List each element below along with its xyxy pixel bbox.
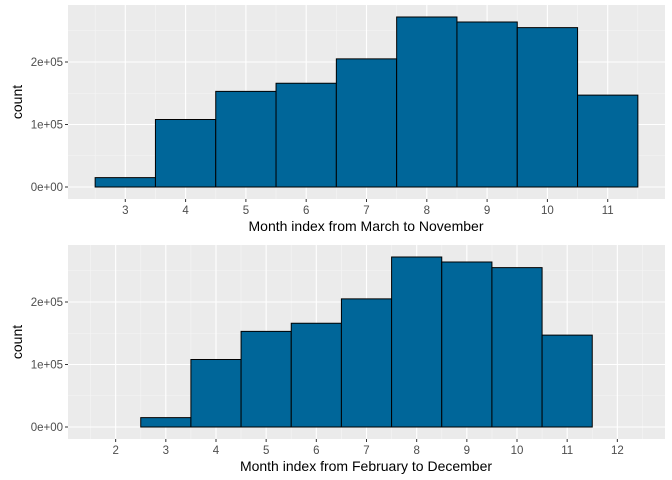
chart-bottom-x-tick-label: 5 — [263, 445, 269, 457]
chart-bottom-bar-6 — [290, 322, 342, 428]
chart-top-x-tick-labels: 3 4 5 6 7 8 9 10 11 — [122, 205, 614, 217]
chart-top-x-tick-label: 8 — [424, 205, 430, 217]
chart-top-bar-9 — [456, 21, 518, 188]
chart-top-y-tick-label: 2e+05 — [31, 57, 63, 69]
chart-bottom-x-tick-label: 11 — [561, 445, 573, 457]
chart-bottom-x-tick-label: 9 — [464, 445, 470, 457]
chart-top-x-tick-label: 6 — [303, 205, 309, 217]
chart-bottom-bar-4 — [190, 359, 242, 428]
chart-top-x-tick-label: 10 — [541, 205, 554, 217]
chart-bottom-bar-9 — [441, 261, 493, 428]
chart-top-x-tick-label: 11 — [602, 205, 614, 217]
chart-top-x-tick-label: 4 — [182, 205, 189, 217]
chart-top-bar-8 — [396, 16, 458, 188]
chart-bottom-y-tick-label: 1e+05 — [31, 360, 63, 372]
chart-top-bar-7 — [335, 58, 398, 188]
chart-bottom-x-tick-label: 7 — [363, 445, 369, 457]
chart-top-bar-4 — [154, 119, 217, 188]
chart-bottom-x-tick-label: 4 — [213, 445, 220, 457]
chart-bottom-y-tick-label: 0e+00 — [31, 422, 63, 434]
chart-bottom-bar-8 — [391, 256, 443, 428]
chart-top-bar-11 — [577, 94, 639, 188]
chart-bottom-y-tick-labels: 0e+00 1e+05 2e+05 — [31, 297, 63, 434]
chart-top-x-tick-label: 7 — [363, 205, 369, 217]
chart-bottom-x-tick-label: 8 — [413, 445, 419, 457]
chart-top-x-tick-label: 9 — [484, 205, 490, 217]
chart-top-x-tick-label: 5 — [243, 205, 249, 217]
chart-top-y-axis-title: count — [9, 85, 25, 119]
chart-bottom-x-tick-labels: 2 3 4 5 6 7 8 9 10 11 12 — [112, 445, 623, 457]
chart-bottom-x-axis-title: Month index from February to December — [240, 458, 492, 474]
chart-top-x-axis-title: Month index from March to November — [249, 218, 484, 234]
chart-bottom-y-axis-title: count — [9, 325, 25, 359]
chart-bottom-axis-ticks — [65, 301, 618, 442]
chart-bottom-x-tick-label: 2 — [112, 445, 118, 457]
chart-bottom-bars — [140, 256, 593, 428]
chart-top-y-tick-label: 1e+05 — [31, 120, 63, 132]
chart-bottom-x-tick-label: 3 — [163, 445, 169, 457]
chart-top-bar-6 — [275, 82, 337, 188]
chart-bottom: 0e+00 1e+05 2e+05 2 3 4 5 6 7 8 9 10 11 12 Month ind… — [9, 245, 665, 474]
chart-bottom-x-tick-label: 10 — [511, 445, 524, 457]
chart-top-bars — [94, 16, 639, 188]
chart-top-x-tick-label: 3 — [122, 205, 128, 217]
chart-bottom-x-tick-label: 12 — [611, 445, 624, 457]
chart-top-bar-10 — [516, 27, 579, 188]
chart-bottom-bar-10 — [491, 267, 543, 428]
chart-bottom-bar-11 — [541, 334, 593, 428]
chart-top-y-tick-label: 0e+00 — [31, 182, 63, 194]
chart-bottom-x-tick-label: 6 — [313, 445, 319, 457]
chart-top-y-tick-labels: 0e+00 1e+05 2e+05 — [31, 57, 63, 194]
chart-bottom-y-tick-label: 2e+05 — [31, 297, 63, 309]
chart-top-bar-3 — [94, 177, 156, 188]
chart-bottom-bar-7 — [340, 298, 393, 428]
chart-bottom-bar-3 — [140, 417, 192, 428]
chart-bottom-bar-5 — [240, 330, 292, 428]
chart-top-axis-ticks — [65, 61, 609, 202]
chart-top-bar-5 — [215, 90, 277, 188]
chart-top: 0e+00 1e+05 2e+05 3 4 5 6 7 8 9 10 11 Month index … — [9, 5, 665, 234]
